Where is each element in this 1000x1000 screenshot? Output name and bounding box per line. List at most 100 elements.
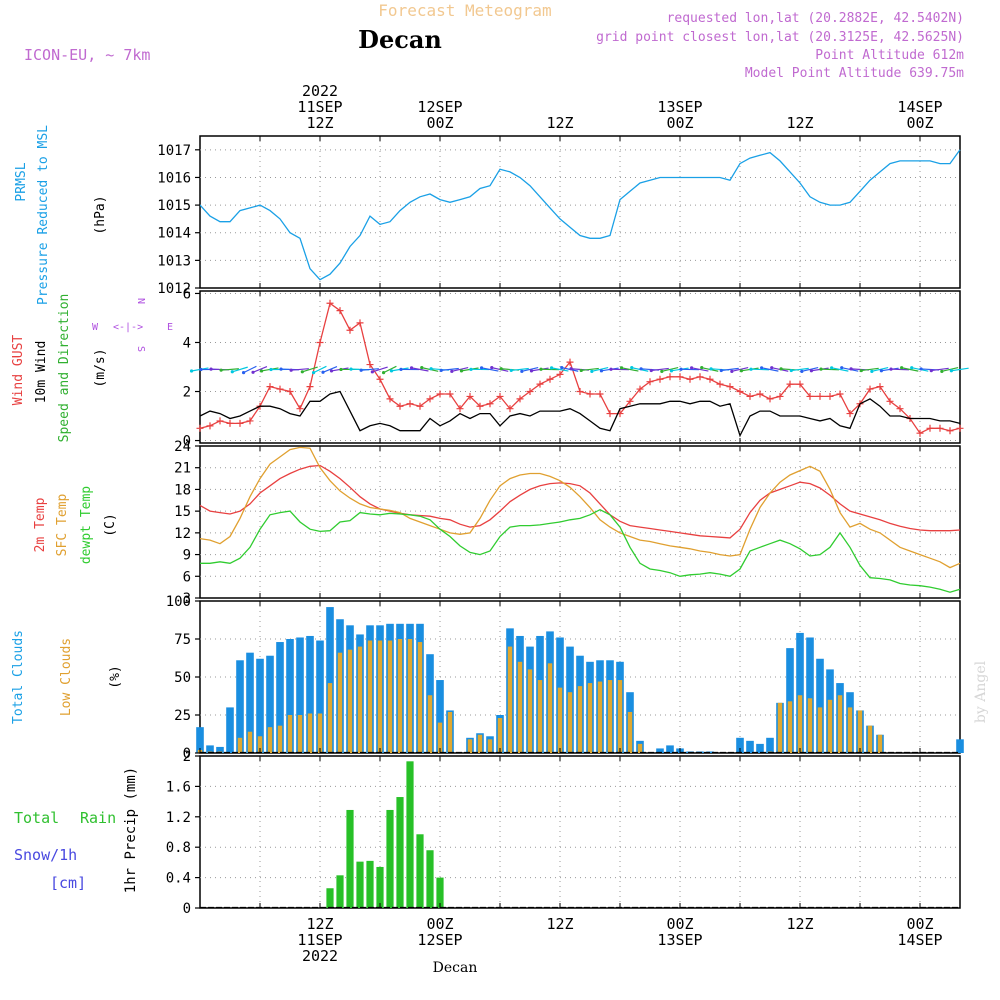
gust-marker [636,385,644,393]
wind-arrow-head [929,368,933,373]
time-label-bottom: 00Z [426,915,453,933]
bar-low-cloud [337,652,343,753]
p4-low-label: Low Clouds [59,638,74,716]
gust-marker [436,390,444,398]
wind-arrow-head [859,368,863,373]
time-label-bottom: 12SEP [417,931,462,949]
bar-low-cloud [477,734,483,753]
p1-prmsl-label: PRMSL [14,162,29,201]
time-label-top: 00Z [906,114,933,132]
p2-speed-label: Speed and Direction [57,294,72,443]
bar-rain [436,877,444,908]
wind-arrow-head [779,367,783,371]
gust-marker [356,319,364,327]
bar-rain [336,875,344,908]
wind-arrow-head [381,371,386,375]
gust-marker [496,392,504,400]
bar-low-cloud [417,642,423,753]
gust-marker [566,358,574,366]
wind-arrow-head [539,367,543,371]
bar-rain [426,850,434,908]
bar-low-cloud [487,739,493,753]
bar-rain [376,866,384,908]
bar-total-cloud [196,727,204,753]
gust-marker [486,400,494,408]
wind-arrow-head [830,366,834,370]
gust-marker [686,375,694,383]
wind-arrow [361,368,379,371]
time-label-top: 12Z [786,114,813,132]
wind-arrow [761,367,779,372]
bar-total-cloud [746,740,754,753]
series-line-prmsl [199,149,961,281]
wind-arrow [372,366,388,373]
y-tick-label: 0 [183,901,191,917]
wind-arrow-head [469,367,473,371]
gust-marker [346,326,354,334]
y-tick-label: 1014 [157,226,191,242]
panel-3-frame [199,445,961,599]
gust-marker [216,417,224,425]
location-name: Decan [358,25,442,54]
wind-arrow [291,368,309,371]
y-tick-label: 24 [174,439,191,455]
wind-arrow-head [739,369,744,373]
wind-arrow [651,367,669,372]
p5-precip-label: 1hr Precip (mm) [123,767,139,893]
bar-rain [396,797,404,908]
bar-total-cloud [736,737,744,753]
p3-t2m-label: 2m Temp [33,497,48,552]
wind-arrow-head [889,367,893,371]
bar-total-cloud [226,707,234,753]
wind-arrow-head [251,370,255,374]
compass-east: E [167,322,173,333]
gust-marker [596,390,604,398]
requested-coords: requested lon,lat (20.2882E, 42.5402N) [667,11,964,26]
wind-arrow-head [900,366,904,370]
gust-marker [546,375,554,383]
p3-dew-label: dewpt Temp [79,486,94,564]
gust-marker [666,373,674,381]
y-tick-label: 0 [183,746,191,762]
gust-marker [426,395,434,403]
bar-total-cloud [656,748,664,753]
wind-arrow-head [241,371,246,375]
bar-rain [366,860,374,908]
p3-sfc-label: SFC Temp [55,494,70,557]
bar-low-cloud [577,686,583,753]
bar-low-cloud [427,695,433,753]
bar-low-cloud [387,640,393,753]
bar-low-cloud [317,713,323,753]
wind-arrow-head [450,369,454,373]
gust-marker [586,390,594,398]
wind-arrow-head [940,369,944,373]
bar-total-cloud [956,739,964,753]
bar-total-cloud [796,632,804,753]
wind-arrow-head [230,370,234,374]
bar-low-cloud [467,739,473,753]
wind-arrow-head [409,366,414,370]
wind-arrow-head [669,369,674,373]
y-tick-label: 0.4 [166,871,191,887]
time-label-top: 14SEP [897,98,942,116]
wind-arrow-head [199,367,203,372]
y-tick-label: 1017 [157,143,191,159]
bar-rain [386,809,394,908]
wind-arrow [721,367,739,372]
bar-total-cloud [266,655,274,753]
bar-low-cloud [397,639,403,753]
wind-arrow-head [679,367,683,371]
bar-low-cloud [287,715,293,753]
wind-arrow [941,366,959,372]
gust-marker [676,373,684,381]
wind-arrow-head [609,367,613,371]
wind-arrow [581,367,599,372]
wind-arrow [252,366,268,373]
gust-marker [286,388,294,396]
bar-low-cloud [877,734,883,753]
bar-low-cloud [307,713,313,753]
gust-marker [476,402,484,410]
time-label-top: 12Z [306,114,333,132]
gust-marker [806,392,814,400]
wind-arrow-head [630,366,634,370]
